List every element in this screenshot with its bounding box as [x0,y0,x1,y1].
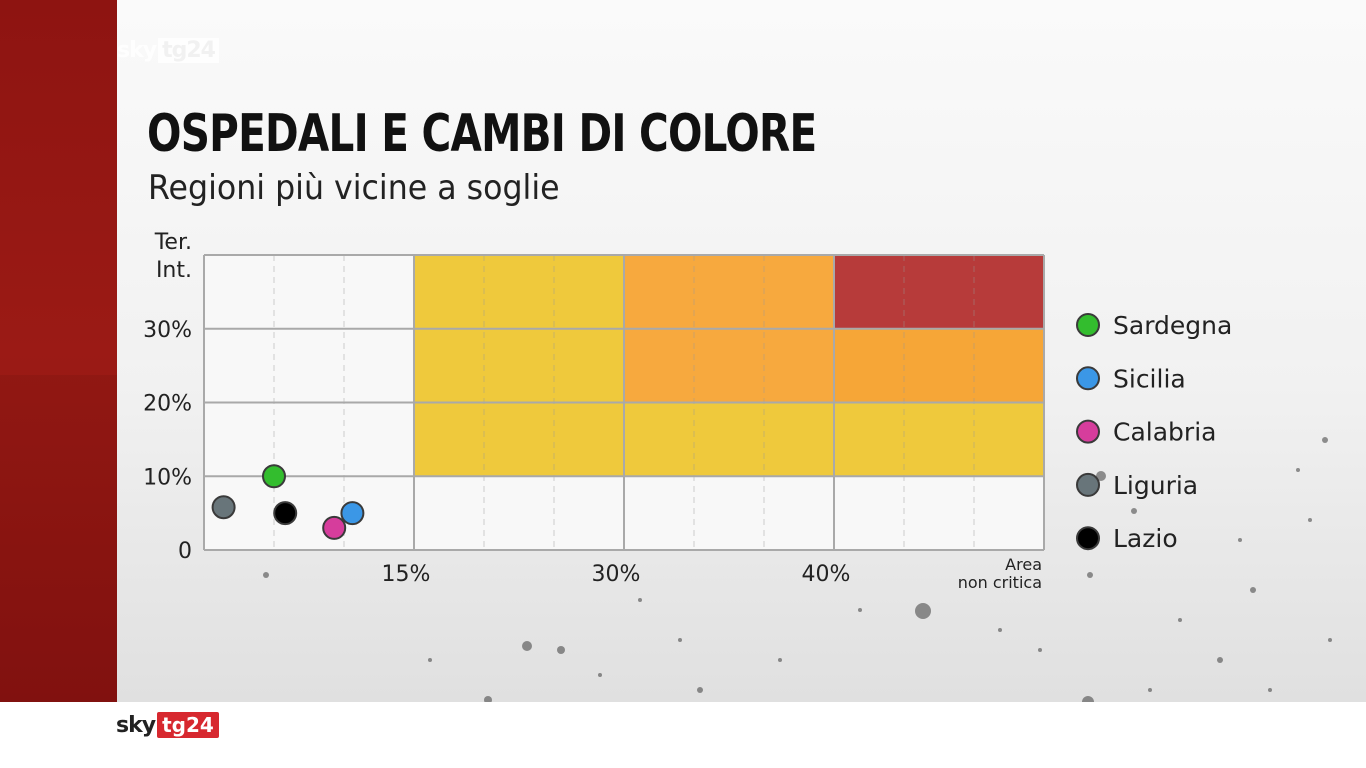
y-tick-label: 10% [143,465,192,490]
y-tick-label: 30% [143,318,192,343]
y-axis-label: Int. [156,258,192,283]
watermark-sky: sky [117,38,157,63]
background-speckle [1296,468,1300,472]
background-speckle [557,646,565,654]
red-side-strip [0,0,117,702]
point-lazio [273,501,298,526]
legend-marker-sardegna [1076,313,1100,337]
x-tick-label: 15% [382,562,431,587]
legend-marker-liguria [1076,472,1100,497]
background-speckle [1087,572,1093,578]
point-calabria [322,515,347,540]
background-speckle [678,638,682,642]
threshold-zone-1 [624,402,834,477]
x-axis-label: Area [1005,555,1042,574]
background-speckle [522,641,532,651]
threshold-zone-4 [834,328,1044,403]
background-speckle [778,658,782,662]
bottom-bar: sky tg24 [0,702,1366,768]
logo-sky: sky [116,712,156,738]
legend-label-sardegna: Sardegna [1113,311,1232,340]
sky-tg24-logo: sky tg24 [116,710,219,740]
background-speckle [1217,657,1223,663]
background-speckle [598,673,602,677]
chart-subtitle: Regioni più vicine a soglie [148,168,560,208]
background-speckle [1038,648,1042,652]
background-speckle [1131,508,1137,514]
background-speckle [998,628,1002,632]
logo-tg24: tg24 [157,712,219,738]
background-speckle [858,608,862,612]
point-sardegna [262,464,286,489]
background-speckle [1322,437,1328,443]
background-speckle [428,658,432,662]
background-speckle [1148,688,1152,692]
legend-marker-calabria [1076,419,1100,444]
background-speckle [484,696,492,702]
legend-label-calabria: Calabria [1113,418,1216,447]
threshold-zone-0 [414,255,624,477]
point-sicilia [340,501,365,526]
background-speckle [638,598,642,602]
legend-label-sicilia: Sicilia [1113,364,1186,393]
legend-label-lazio: Lazio [1113,524,1178,553]
legend-marker-sicilia [1076,366,1100,391]
point-liguria [211,495,236,520]
background-speckle [1308,518,1312,522]
channel-watermark: sky tg24 [117,38,219,63]
background-speckle [263,572,269,578]
y-axis-label: Ter. [154,230,192,255]
background-speckle [1268,688,1272,692]
background-speckle [915,603,931,619]
background-speckle [1238,538,1242,542]
x-tick-label: 30% [592,562,641,587]
background-speckle [1082,696,1094,702]
background-speckle [697,687,703,693]
threshold-zone-2 [834,402,1044,477]
threshold-zone-5 [834,255,1044,329]
broadcast-stage: sky tg24 OSPEDALI E CAMBI DI COLORE Regio… [0,0,1366,702]
x-axis-label: non critica [958,573,1042,592]
legend-marker-lazio [1076,526,1100,551]
x-tick-label: 40% [802,562,851,587]
y-tick-label: 20% [143,392,192,417]
watermark-tg: tg24 [158,38,219,63]
background-speckle [1250,587,1256,593]
legend-label-liguria: Liguria [1113,471,1198,500]
chart-title: OSPEDALI E CAMBI DI COLORE [147,104,817,164]
background-speckle [1328,638,1332,642]
y-tick-label: 0 [178,539,192,564]
background-speckle [1096,471,1106,481]
background-speckle [1178,618,1182,622]
